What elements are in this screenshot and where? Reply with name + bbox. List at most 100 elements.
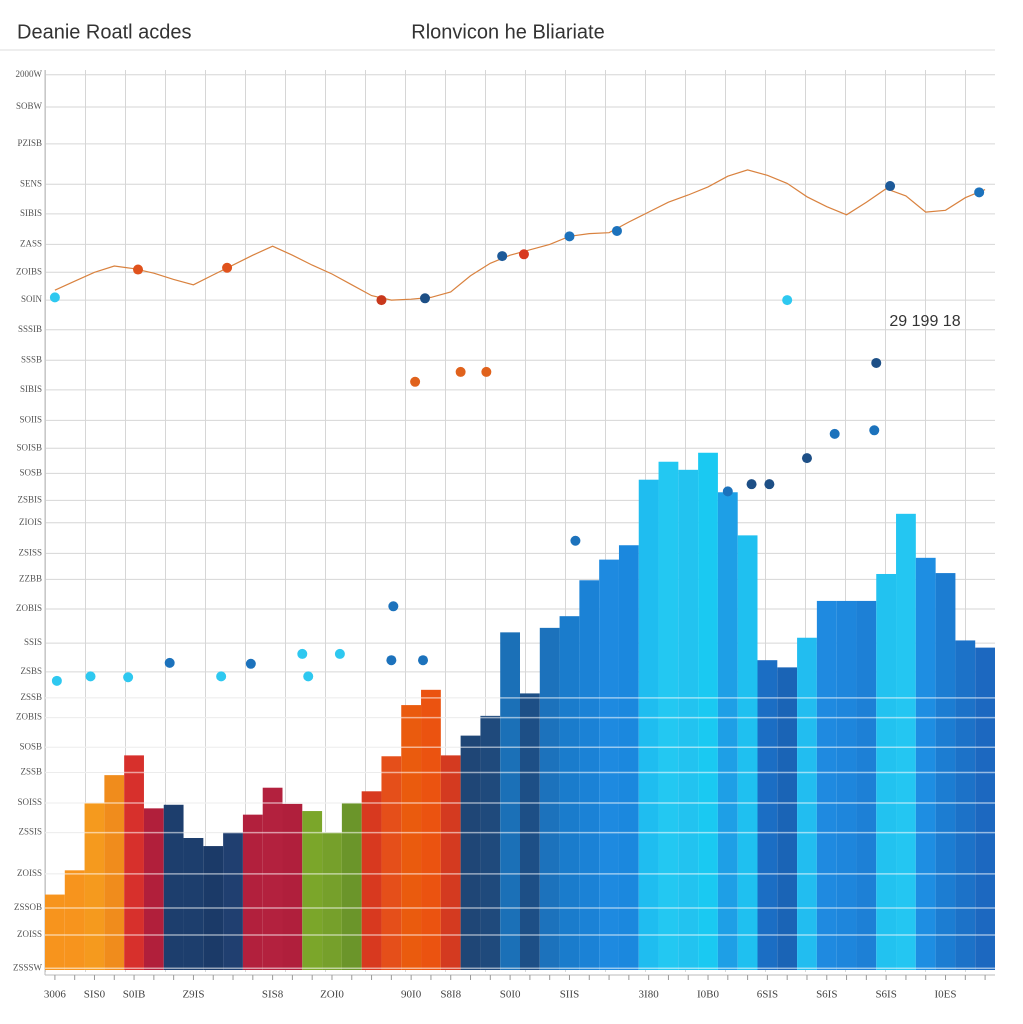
dot: [410, 376, 421, 387]
x-tick-label: S6IS: [875, 989, 896, 1001]
bar: [143, 808, 164, 970]
y-tick-label: ZSBS: [20, 666, 42, 676]
y-tick-label: ZSSSW: [13, 962, 43, 972]
x-tick-label: 90I0: [401, 989, 422, 1001]
chart-subtitle: Rlonvicon he Bliariate: [411, 21, 604, 43]
y-tick-label: ZOBIS: [16, 712, 42, 722]
bar: [104, 775, 125, 970]
bar: [559, 616, 580, 970]
x-tick-label: S0IB: [123, 989, 146, 1001]
dot: [297, 648, 308, 659]
bar: [638, 479, 659, 970]
dot: [764, 479, 775, 490]
x-tick-label: I0ES: [935, 989, 957, 1001]
bar: [836, 600, 857, 970]
y-tick-label: SENS: [20, 178, 42, 188]
y-tick-label: SSIS: [24, 637, 42, 647]
y-tick-label: SIBIS: [20, 384, 42, 394]
dot: [497, 251, 508, 262]
bar: [757, 660, 778, 970]
dot: [746, 479, 757, 490]
dot: [85, 671, 96, 682]
bar: [599, 559, 619, 970]
x-tick-label: I0B0: [697, 989, 720, 1001]
bar: [440, 755, 461, 970]
y-tick-label: ZIOIS: [19, 517, 42, 527]
bar: [935, 573, 956, 970]
dot: [164, 657, 175, 668]
bar: [797, 637, 817, 970]
dot: [222, 262, 233, 273]
bar: [579, 580, 600, 970]
bar: [124, 755, 144, 970]
bar: [401, 705, 422, 970]
bar: [361, 791, 382, 970]
bar: [539, 627, 560, 970]
y-tick-label: ZZBB: [19, 573, 42, 583]
x-tick-label: SIIS: [560, 989, 580, 1001]
dot: [216, 671, 227, 682]
x-tick-label: SIS0: [84, 989, 106, 1001]
bar: [896, 513, 916, 970]
y-tick-label: SOIIS: [19, 414, 42, 424]
dot: [376, 295, 387, 306]
x-tick-label: Z9IS: [182, 989, 204, 1001]
y-tick-label: PZISB: [17, 138, 42, 148]
y-tick-label: SSSIB: [18, 324, 42, 334]
bar: [678, 469, 699, 970]
y-tick-label: ZSISS: [18, 547, 42, 557]
dot: [570, 535, 581, 546]
bar: [282, 803, 303, 970]
dot: [51, 675, 62, 686]
dot: [418, 655, 429, 666]
annotation: 29 199 18: [889, 313, 960, 330]
y-tick-label: ZOISS: [17, 868, 42, 878]
bar: [955, 640, 976, 970]
bar: [618, 545, 639, 970]
bar: [341, 802, 362, 970]
dot: [518, 249, 529, 260]
dot: [611, 225, 622, 236]
y-tick-label: 2000W: [16, 69, 43, 79]
bar: [302, 811, 323, 970]
x-tick-label: S6IS: [816, 989, 837, 1001]
y-tick-label: SOIN: [21, 294, 43, 304]
y-tick-label: SOSB: [19, 741, 42, 751]
y-tick-label: ZSSB: [20, 767, 42, 777]
dot: [455, 366, 466, 377]
y-tick-label: ZOBIS: [16, 603, 42, 613]
bar: [223, 832, 243, 970]
x-tick-label: S0I0: [500, 989, 521, 1001]
x-tick-label: 6SIS: [757, 989, 778, 1001]
x-tick-label: SIS8: [262, 989, 284, 1001]
bar: [658, 461, 679, 970]
bar: [183, 837, 204, 970]
y-tick-label: SOBW: [16, 101, 43, 111]
x-tick-label: S8I8: [440, 989, 461, 1001]
dot: [885, 181, 896, 192]
y-tick-label: SOISS: [17, 797, 42, 807]
bar: [45, 894, 65, 970]
bar: [460, 735, 481, 970]
dot: [974, 187, 985, 198]
y-tick-label: SIBIS: [20, 208, 42, 218]
dot: [49, 292, 60, 303]
bar: [777, 667, 798, 970]
bar: [322, 832, 342, 970]
bar: [698, 452, 718, 970]
bar: [737, 535, 758, 970]
dot: [245, 658, 256, 669]
bar: [480, 715, 501, 970]
dot: [801, 453, 812, 464]
bar: [242, 814, 263, 970]
bar: [915, 557, 936, 970]
dot: [420, 293, 430, 304]
y-tick-label: ZOIBS: [16, 266, 42, 276]
y-tick-label: ZASS: [20, 238, 42, 248]
dot: [481, 366, 492, 377]
dot: [722, 486, 733, 497]
dot: [782, 295, 793, 306]
bar: [421, 689, 441, 970]
bar: [262, 787, 283, 970]
y-tick-label: ZOISS: [17, 929, 42, 939]
